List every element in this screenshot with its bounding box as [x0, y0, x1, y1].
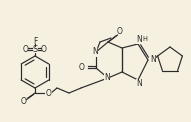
Text: O: O [41, 45, 47, 54]
Text: O: O [46, 88, 51, 97]
Text: O: O [117, 27, 123, 36]
Text: N: N [104, 73, 110, 82]
Text: O: O [79, 63, 84, 72]
Text: N: N [92, 47, 98, 56]
Text: O: O [21, 97, 27, 107]
Text: N: N [136, 80, 142, 88]
Text: S: S [32, 45, 38, 54]
Text: F: F [33, 36, 37, 46]
Text: N: N [150, 56, 156, 65]
Text: O: O [23, 45, 29, 54]
Text: N: N [136, 35, 142, 44]
Text: H: H [142, 36, 147, 42]
